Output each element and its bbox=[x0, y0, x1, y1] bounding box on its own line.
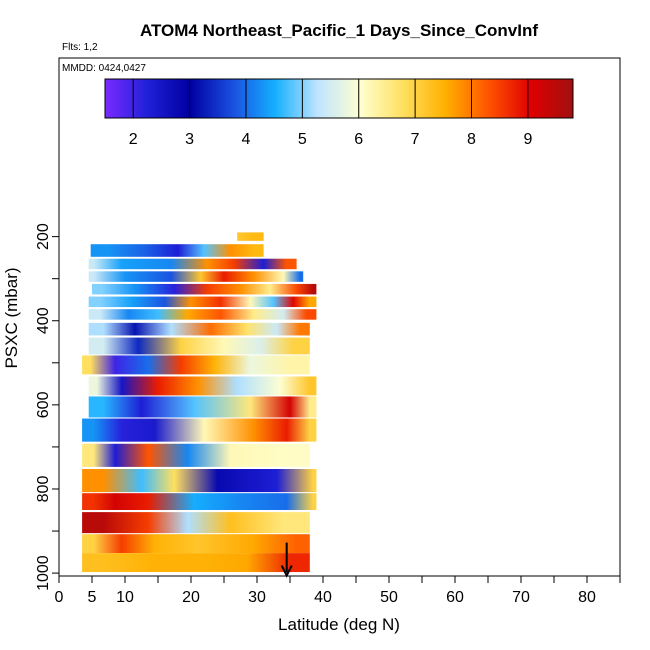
chart-title: ATOM4 Northeast_Pacific_1 Days_Since_Con… bbox=[140, 21, 538, 40]
colorbar-tick-label: 6 bbox=[354, 131, 363, 148]
x-tick-label: 50 bbox=[380, 589, 398, 606]
y-tick-label: 600 bbox=[35, 391, 52, 418]
y-tick-label: 400 bbox=[35, 307, 52, 334]
heatmap-cell bbox=[82, 553, 310, 573]
heatmap-cell bbox=[88, 376, 317, 396]
heatmap-cell bbox=[90, 244, 264, 257]
heatmap-cell bbox=[88, 296, 317, 308]
colorbar-tick-label: 3 bbox=[185, 131, 194, 148]
colorbar-tick-label: 7 bbox=[411, 131, 420, 148]
heatmap-cell bbox=[88, 337, 310, 355]
heatmap-cell bbox=[92, 283, 317, 295]
x-tick-label: 80 bbox=[578, 589, 596, 606]
heatmap-cell bbox=[88, 309, 317, 320]
colorbar-tick-label: 5 bbox=[298, 131, 307, 148]
plot-frame bbox=[58, 57, 621, 577]
heatmap-cell bbox=[82, 512, 310, 534]
heatmap-cell bbox=[82, 534, 310, 554]
colorbar-tick-label: 9 bbox=[523, 131, 532, 148]
x-tick-label: 0 bbox=[55, 589, 64, 606]
colorbar-tick-label: 8 bbox=[467, 131, 476, 148]
x-tick-label: 70 bbox=[512, 589, 530, 606]
x-tick-label: 10 bbox=[116, 589, 134, 606]
colorbar-tick-label: 2 bbox=[129, 131, 138, 148]
heatmap-cell bbox=[82, 493, 317, 511]
x-tick-label: 40 bbox=[314, 589, 332, 606]
heatmap-cell bbox=[88, 396, 317, 418]
flights-note: Flts: 1,2 bbox=[62, 42, 98, 53]
heatmap-cell bbox=[88, 258, 297, 270]
heatmap-cell bbox=[237, 232, 264, 241]
heatmap-cell bbox=[82, 469, 317, 493]
y-axis: 200 400 600 800 1000 bbox=[35, 223, 59, 591]
heatmap-cell bbox=[88, 322, 310, 336]
y-tick-label: 200 bbox=[35, 223, 52, 250]
heatmap-cells bbox=[82, 232, 317, 573]
y-tick-label: 1000 bbox=[35, 555, 52, 591]
heatmap-cell bbox=[82, 418, 317, 442]
heatmap-cell bbox=[88, 271, 304, 282]
colorbar bbox=[104, 78, 574, 119]
x-tick-label: 60 bbox=[446, 589, 464, 606]
x-tick-label: 30 bbox=[248, 589, 266, 606]
x-axis-label: Latitude (deg N) bbox=[278, 615, 400, 634]
y-axis-label: PSXC (mbar) bbox=[2, 267, 21, 368]
colorbar-tick-label: 4 bbox=[242, 131, 251, 148]
colorbar-ticks: 2 3 4 5 6 7 8 9 bbox=[129, 79, 532, 148]
x-tick-label: 5 bbox=[88, 589, 97, 606]
dates-note: MMDD: 0424,0427 bbox=[62, 63, 146, 74]
y-tick-label: 800 bbox=[35, 476, 52, 503]
x-tick-label: 20 bbox=[182, 589, 200, 606]
heatmap-cell bbox=[82, 355, 310, 375]
heatmap-cell bbox=[82, 443, 310, 467]
x-axis: 0 5 10 20 30 40 50 60 70 80 bbox=[55, 576, 621, 606]
